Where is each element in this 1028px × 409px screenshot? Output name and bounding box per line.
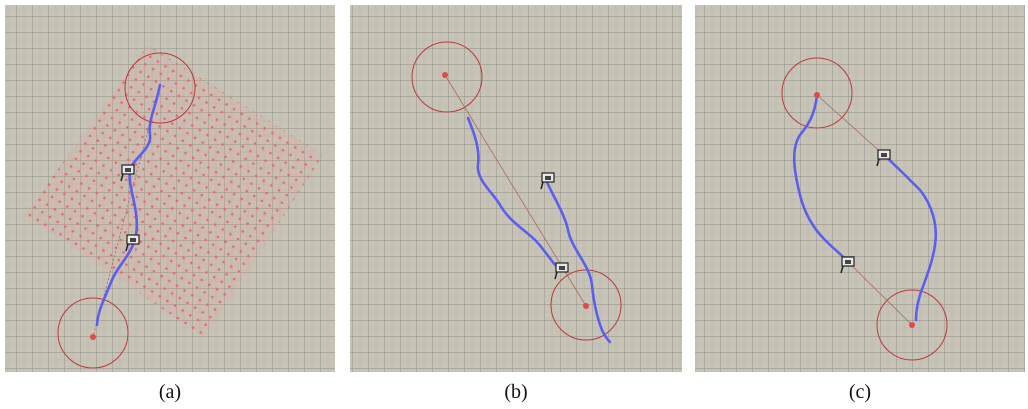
caption: (a) <box>159 381 181 403</box>
panel-a <box>5 5 335 372</box>
caption: (c) <box>849 381 871 403</box>
panel-c <box>695 5 1025 372</box>
panel-b <box>350 5 682 372</box>
figure: (a) (b) (c) <box>0 0 1028 409</box>
caption: (b) <box>504 381 527 403</box>
